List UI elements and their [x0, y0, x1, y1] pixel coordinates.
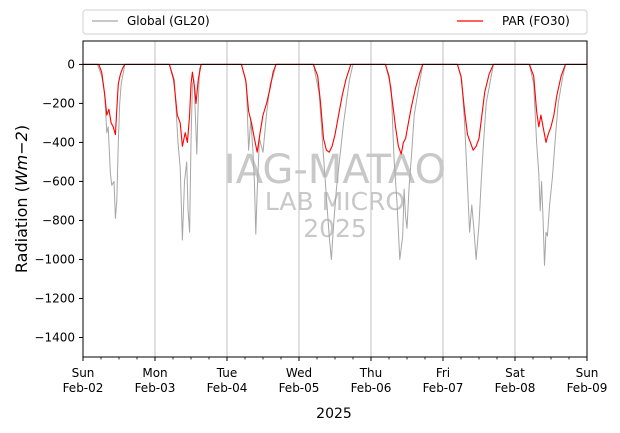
xtick-date-4: Feb-06	[351, 381, 392, 395]
y-axis-ticks: 0 −200 −400 −600 −800 −1000 −1200 −1400	[34, 57, 83, 344]
ytick-label-3: −600	[42, 174, 75, 188]
xtick-label-3: Wed Feb-05	[279, 366, 320, 395]
series-lines	[83, 63, 587, 266]
xtick-label-7: Sun Feb-09	[567, 366, 608, 395]
xtick-date-5: Feb-07	[423, 381, 464, 395]
xtick-day-7: Sun	[576, 366, 599, 380]
ytick-label-6: −1200	[34, 291, 75, 305]
xtick-date-7: Feb-09	[567, 381, 608, 395]
ytick-label-2: −400	[42, 135, 75, 149]
xtick-label-1: Mon Feb-03	[135, 366, 176, 395]
y-axis-label: Radiation (Wm−2)	[12, 125, 31, 273]
xtick-label-5: Fri Feb-07	[423, 366, 464, 395]
xtick-day-1: Mon	[142, 366, 167, 380]
xtick-date-6: Feb-08	[495, 381, 536, 395]
legend: Global (GL20) PAR (FO30)	[82, 9, 588, 35]
xtick-label-4: Thu Feb-06	[351, 366, 392, 395]
xtick-day-5: Fri	[436, 366, 450, 380]
xtick-day-6: Sat	[505, 366, 525, 380]
xtick-day-4: Thu	[359, 366, 383, 380]
grid-lines	[154, 41, 516, 357]
xtick-label-6: Sat Feb-08	[495, 366, 536, 395]
legend-label-par: PAR (FO30)	[502, 14, 570, 28]
xtick-day-0: Sun	[72, 366, 95, 380]
watermark-line-2: 2025	[303, 214, 367, 243]
series-line-1	[83, 63, 587, 155]
xtick-date-2: Feb-04	[207, 381, 248, 395]
xtick-label-0: Sun Feb-02	[63, 366, 104, 395]
xtick-day-3: Wed	[286, 366, 312, 380]
ytick-label-7: −1400	[34, 330, 75, 344]
xtick-label-2: Tue Feb-04	[207, 366, 248, 395]
ytick-label-1: −200	[42, 96, 75, 110]
ytick-label-0: 0	[67, 57, 75, 71]
legend-box	[82, 9, 588, 35]
xtick-date-1: Feb-03	[135, 381, 176, 395]
x-axis-label: 2025	[316, 406, 352, 422]
xtick-date-3: Feb-05	[279, 381, 320, 395]
xtick-date-0: Feb-02	[63, 381, 104, 395]
xtick-day-2: Tue	[216, 366, 238, 380]
ytick-label-4: −800	[42, 213, 75, 227]
legend-label-global: Global (GL20)	[127, 14, 210, 28]
ytick-label-5: −1000	[34, 252, 75, 266]
